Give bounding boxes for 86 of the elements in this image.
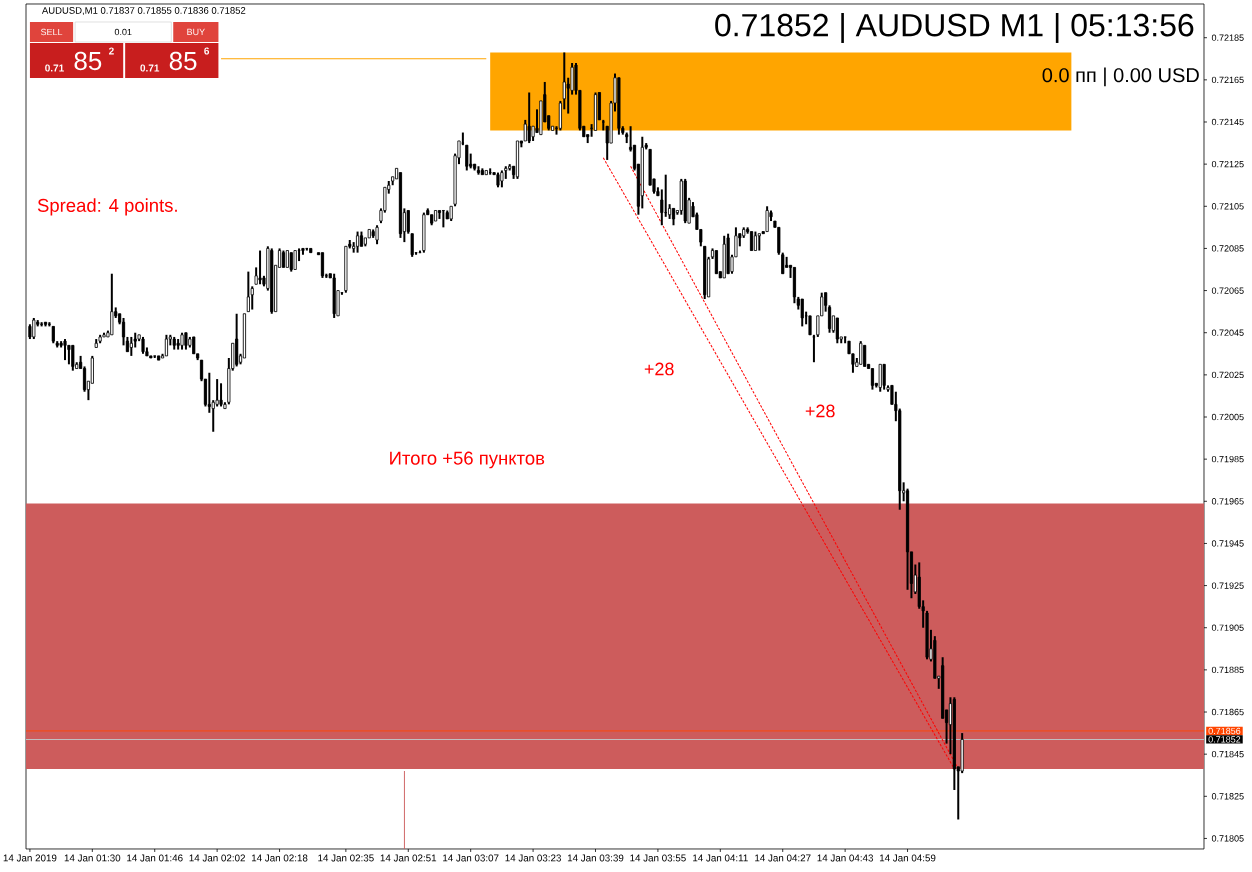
- candlestick: [812, 333, 816, 364]
- candlestick: [878, 363, 882, 393]
- candlestick: [714, 249, 718, 275]
- candlestick: [765, 205, 769, 233]
- candlestick: [375, 224, 379, 246]
- candlestick: [827, 304, 832, 334]
- annotation: 85: [169, 51, 197, 71]
- y-tick-label: 0.71945: [1211, 540, 1244, 547]
- y-tick-label: 0.71825: [1211, 793, 1244, 800]
- y-tick-label: 0.71925: [1211, 582, 1244, 589]
- chart-subtitle: 0.71852 | AUDUSD M1 | 05:13:56: [715, 13, 1194, 43]
- y-tick-label: 0.71805: [1211, 835, 1244, 842]
- x-tick-label: 14 Jan 04:59: [879, 854, 936, 862]
- x-tick-label: 14 Jan 02:18: [251, 854, 308, 862]
- chart-title: AUDUSD,M1 0.71837 0.71855 0.71836 0.71852: [41, 7, 246, 15]
- annotation: 0.71: [45, 64, 64, 72]
- annotation: BUY: [187, 28, 205, 36]
- y-tick-label: 0.72185: [1211, 34, 1244, 41]
- x-tick-label: 14 Jan 04:11: [693, 854, 748, 862]
- candlestick: [835, 316, 839, 345]
- y-tick-label: 0.72005: [1211, 413, 1244, 421]
- x-tick-label: 14 Jan 2019: [3, 854, 57, 862]
- y-tick-label: 0.71965: [1211, 498, 1244, 505]
- candlestick: [749, 230, 754, 252]
- candlestick: [293, 249, 297, 271]
- candlestick: [859, 340, 863, 366]
- ref-line-label: 0.71852: [1208, 736, 1241, 743]
- y-tick-label: 0.72025: [1211, 371, 1244, 379]
- candlestick: [32, 316, 36, 341]
- y-tick-label: 0.71905: [1211, 624, 1244, 631]
- candlestick: [465, 144, 469, 172]
- x-tick-label: 14 Jan 03:39: [567, 854, 624, 862]
- annotation: +28: [805, 404, 835, 418]
- annotation: 85: [74, 51, 102, 71]
- y-tick-label: 0.72045: [1211, 329, 1244, 336]
- candlestick: [870, 367, 875, 391]
- x-tick-label: 14 Jan 02:51: [380, 854, 437, 862]
- annotation: SELL: [40, 28, 63, 36]
- candlestick: [207, 371, 211, 414]
- annotation: 0.71: [140, 64, 160, 72]
- candlestick: [258, 249, 262, 286]
- annotation: Итого +56 пунктов: [390, 451, 545, 469]
- annotation: 0.01: [114, 28, 132, 36]
- y-tick-label: 0.72165: [1211, 76, 1244, 84]
- candlestick: [882, 363, 886, 391]
- annotation: 0.0 пп | 0.00 USD: [1042, 67, 1199, 87]
- candlestick: [527, 91, 531, 145]
- y-tick-label: 0.72145: [1211, 118, 1244, 126]
- annotation: 2: [108, 47, 114, 55]
- x-tick-label: 14 Jan 03:07: [443, 854, 499, 862]
- candlestick: [164, 333, 168, 357]
- x-tick-label: 14 Jan 02:02: [189, 854, 245, 862]
- candlestick: [410, 232, 414, 258]
- y-tick-label: 0.72085: [1211, 245, 1244, 252]
- annotation: +28: [644, 362, 674, 376]
- candlestick: [355, 230, 360, 254]
- candlestick: [110, 272, 114, 336]
- candlestick: [320, 251, 325, 279]
- x-tick-label: 14 Jan 01:46: [127, 854, 183, 862]
- y-tick-label: 0.72065: [1211, 287, 1244, 294]
- candlestick: [753, 230, 757, 252]
- y-tick-label: 0.72105: [1211, 203, 1244, 210]
- annotation: 6: [204, 47, 210, 55]
- x-tick-label: 14 Jan 04:27: [755, 854, 811, 862]
- x-tick-label: 14 Jan 02:35: [318, 854, 374, 862]
- y-tick-label: 0.71885: [1211, 666, 1244, 674]
- candlestick: [289, 251, 293, 273]
- x-tick-label: 14 Jan 01:30: [64, 854, 121, 862]
- x-tick-label: 14 Jan 03:23: [505, 854, 561, 862]
- candlestick: [781, 251, 785, 275]
- candlestick: [219, 382, 223, 408]
- candlestick: [63, 338, 67, 362]
- x-tick-label: 14 Jan 04:43: [817, 854, 874, 862]
- candlestick: [71, 344, 75, 372]
- y-tick-label: 0.71865: [1211, 708, 1244, 716]
- candlestick: [863, 344, 867, 368]
- candlestick: [129, 335, 133, 357]
- y-tick-label: 0.72125: [1211, 160, 1244, 168]
- candlestick: [246, 270, 250, 313]
- candlestick: [800, 298, 804, 328]
- y-tick-label: 0.71845: [1211, 750, 1244, 758]
- candlestick: [808, 314, 812, 336]
- annotation: Spread: 4 points.: [37, 198, 177, 216]
- ref-line-label: 0.71856: [1208, 727, 1241, 735]
- x-tick-label: 14 Jan 03:55: [630, 854, 686, 862]
- y-tick-label: 0.71985: [1211, 455, 1244, 463]
